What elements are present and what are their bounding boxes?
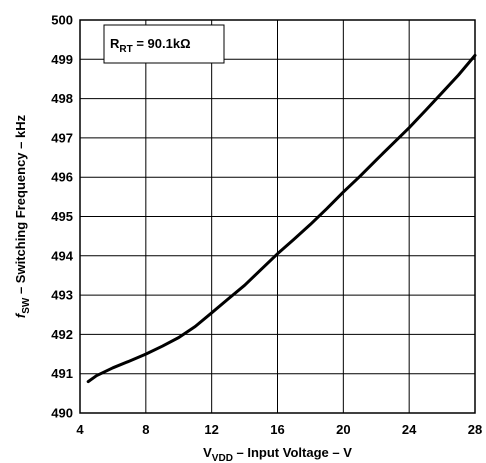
- y-tick-label: 491: [51, 366, 73, 381]
- y-tick-label: 493: [51, 288, 73, 303]
- y-tick-label: 500: [51, 13, 73, 28]
- x-tick-label: 16: [270, 422, 284, 437]
- y-tick-label: 498: [51, 91, 73, 106]
- y-tick-label: 490: [51, 406, 73, 421]
- y-tick-label: 499: [51, 52, 73, 67]
- x-tick-label: 24: [402, 422, 417, 437]
- x-tick-label: 12: [204, 422, 218, 437]
- y-tick-label: 494: [51, 248, 73, 263]
- y-tick-labels: 490 491 492 493 494 495 496 497 498 499 500: [51, 13, 73, 421]
- x-axis-label: VVDD – Input Voltage – V: [203, 445, 352, 463]
- annotation-text: RRT = 90.1kΩ: [110, 36, 191, 55]
- x-tick-label: 4: [76, 422, 84, 437]
- series-line: [86, 53, 477, 384]
- x-tick-label: 20: [336, 422, 350, 437]
- y-tick-label: 497: [51, 130, 73, 145]
- y-tick-label: 495: [51, 209, 73, 224]
- x-tick-label: 28: [468, 422, 482, 437]
- x-tick-label: 8: [142, 422, 149, 437]
- plot-frame: [79, 19, 476, 414]
- annotation-box: RRT = 90.1kΩ: [103, 24, 225, 64]
- x-tick-labels: 4 8 12 16 20 24 28: [76, 422, 482, 437]
- y-tick-label: 492: [51, 327, 73, 342]
- grid: [80, 20, 475, 413]
- y-tick-label: 496: [51, 170, 73, 185]
- y-axis-label: fSW – Switching Frequency – kHz: [13, 114, 32, 318]
